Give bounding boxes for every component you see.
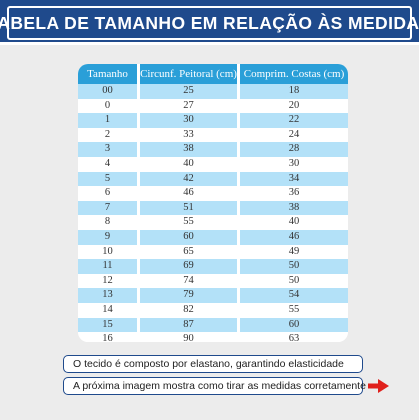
next-image-note: A próxima imagem mostra como tirar as me… [63, 377, 366, 395]
cell-back-length: 60 [240, 317, 348, 333]
cell-back-length: 50 [240, 273, 348, 289]
table-row: 12 74 50 [78, 273, 348, 289]
cell-size: 8 [78, 215, 140, 230]
column-header-chest: Circunf. Peitoral (cm) [140, 64, 240, 84]
cell-back-length: 50 [240, 259, 348, 274]
cell-back-length: 28 [240, 142, 348, 157]
cell-back-length: 54 [240, 288, 348, 303]
cell-size: 0 [78, 98, 140, 114]
fabric-note-text: O tecido é composto por elastano, garant… [73, 358, 344, 370]
cell-size: 15 [78, 317, 140, 333]
cell-size: 7 [78, 200, 140, 216]
cell-size: 3 [78, 142, 140, 157]
cell-size: 12 [78, 273, 140, 289]
table-row: 14 82 55 [78, 302, 348, 318]
table-row: 00 25 18 [78, 84, 348, 99]
cell-size: 10 [78, 244, 140, 260]
cell-back-length: 24 [240, 127, 348, 143]
table-row: 2 33 24 [78, 127, 348, 143]
table-row: 15 87 60 [78, 317, 348, 333]
cell-back-length: 38 [240, 200, 348, 216]
cell-size: 6 [78, 186, 140, 201]
cell-size: 00 [78, 84, 140, 99]
cell-back-length: 30 [240, 156, 348, 172]
cell-chest: 40 [140, 156, 240, 172]
cell-size: 14 [78, 302, 140, 318]
cell-size: 2 [78, 127, 140, 143]
cell-size: 4 [78, 156, 140, 172]
cell-back-length: 22 [240, 113, 348, 128]
cell-chest: 33 [140, 127, 240, 143]
cell-chest: 30 [140, 113, 240, 128]
table-row: 7 51 38 [78, 200, 348, 216]
table-row: 16 90 63 [78, 332, 348, 342]
page-title: TABELA DE TAMANHO EM RELAÇÃO ÀS MEDIDAS [0, 12, 419, 33]
fabric-note: O tecido é composto por elastano, garant… [63, 355, 363, 373]
cell-size: 1 [78, 113, 140, 128]
cell-chest: 82 [140, 302, 240, 318]
cell-back-length: 49 [240, 244, 348, 260]
cell-size: 9 [78, 229, 140, 245]
column-header-back-length: Comprim. Costas (cm) [240, 64, 348, 84]
cell-chest: 90 [140, 332, 240, 342]
arrow-right-icon [368, 379, 389, 393]
table-row: 5 42 34 [78, 171, 348, 187]
table-row: 1 30 22 [78, 113, 348, 128]
title-banner: TABELA DE TAMANHO EM RELAÇÃO ÀS MEDIDAS [0, 0, 419, 45]
cell-back-length: 18 [240, 84, 348, 99]
next-image-note-text: A próxima imagem mostra como tirar as me… [73, 380, 366, 392]
cell-chest: 27 [140, 98, 240, 114]
cell-chest: 42 [140, 171, 240, 187]
cell-chest: 69 [140, 259, 240, 274]
size-table: Tamanho Circunf. Peitoral (cm) Comprim. … [78, 64, 348, 342]
cell-back-length: 46 [240, 229, 348, 245]
cell-chest: 74 [140, 273, 240, 289]
cell-chest: 87 [140, 317, 240, 333]
column-header-size: Tamanho [78, 64, 140, 84]
table-row: 0 27 20 [78, 98, 348, 114]
cell-back-length: 20 [240, 98, 348, 114]
cell-chest: 51 [140, 200, 240, 216]
cell-chest: 55 [140, 215, 240, 230]
cell-back-length: 55 [240, 302, 348, 318]
cell-back-length: 40 [240, 215, 348, 230]
cell-size: 11 [78, 259, 140, 274]
cell-size: 13 [78, 288, 140, 303]
table-row: 13 79 54 [78, 288, 348, 303]
title-frame: TABELA DE TAMANHO EM RELAÇÃO ÀS MEDIDAS [0, 6, 419, 40]
table-body: 00 25 18 0 27 20 1 30 22 2 33 24 3 38 28 4 40 30 5 42 34 6 46 3… [78, 84, 348, 342]
cell-chest: 65 [140, 244, 240, 260]
cell-chest: 38 [140, 142, 240, 157]
table-row: 8 55 40 [78, 215, 348, 230]
cell-chest: 46 [140, 186, 240, 201]
table-row: 3 38 28 [78, 142, 348, 157]
cell-chest: 79 [140, 288, 240, 303]
cell-chest: 25 [140, 84, 240, 99]
table-row: 6 46 36 [78, 186, 348, 201]
cell-back-length: 63 [240, 332, 348, 342]
table-row: 10 65 49 [78, 244, 348, 260]
cell-size: 5 [78, 171, 140, 187]
cell-size: 16 [78, 332, 140, 342]
cell-back-length: 34 [240, 171, 348, 187]
table-header-row: Tamanho Circunf. Peitoral (cm) Comprim. … [78, 64, 348, 84]
cell-back-length: 36 [240, 186, 348, 201]
size-table-container: Tamanho Circunf. Peitoral (cm) Comprim. … [78, 64, 348, 342]
table-row: 9 60 46 [78, 229, 348, 245]
cell-chest: 60 [140, 229, 240, 245]
table-row: 4 40 30 [78, 156, 348, 172]
table-row: 11 69 50 [78, 259, 348, 274]
